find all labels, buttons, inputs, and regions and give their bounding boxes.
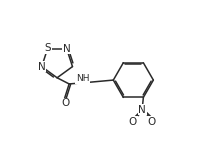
Text: O: O: [147, 117, 156, 127]
Text: N: N: [138, 105, 146, 115]
Text: O: O: [61, 98, 69, 108]
Text: N: N: [63, 44, 71, 54]
Text: O: O: [129, 117, 137, 127]
Text: S: S: [44, 43, 51, 53]
Text: NH: NH: [76, 74, 89, 83]
Text: N: N: [38, 62, 45, 72]
